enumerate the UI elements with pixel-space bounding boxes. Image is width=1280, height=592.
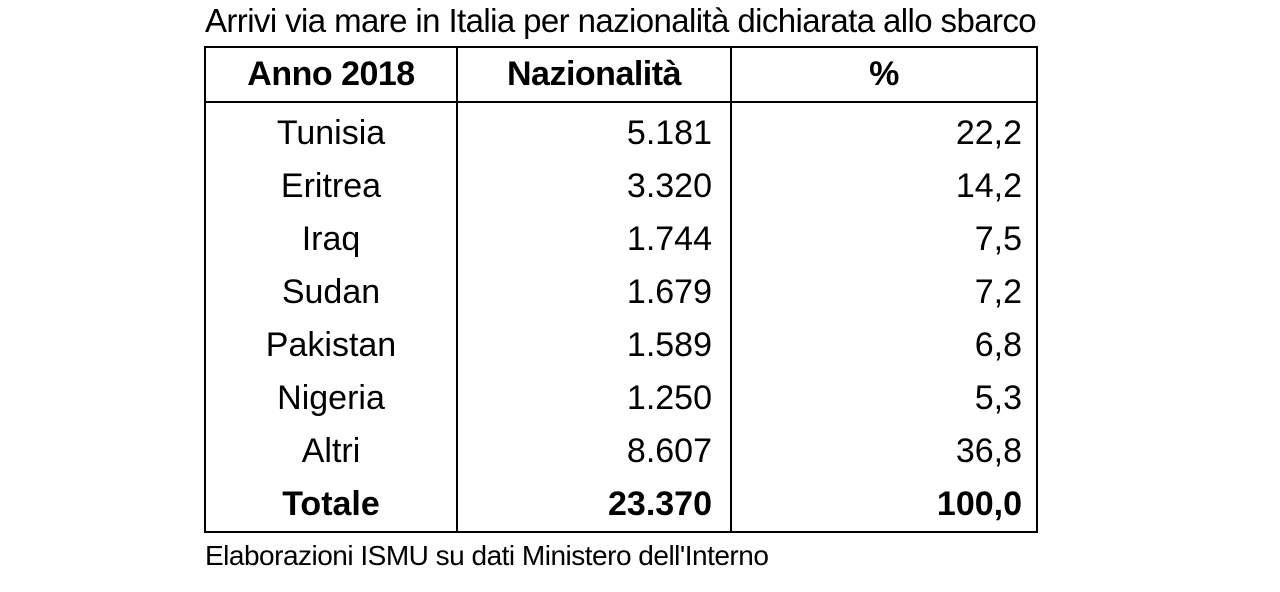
table-row: Eritrea 3.320 14,2 [204,160,1038,213]
total-label: Totale [204,478,458,533]
source-note: Elaborazioni ISMU su dati Ministero dell… [205,540,769,571]
total-count: 23.370 [456,478,732,533]
row-count: 8.607 [456,425,732,478]
table-row: Tunisia 5.181 22,2 [204,102,1038,160]
row-country: Eritrea [204,160,458,213]
row-country: Altri [204,425,458,478]
row-percent: 7,5 [730,213,1038,266]
row-count: 3.320 [456,160,732,213]
table-row: Nigeria 1.250 5,3 [204,372,1038,425]
row-country: Sudan [204,266,458,319]
arrivals-table: Anno 2018 Nazionalità % Tunisia 5.181 22… [204,46,1038,533]
table-row: Iraq 1.744 7,5 [204,213,1038,266]
row-percent: 7,2 [730,266,1038,319]
header-percent: % [730,46,1038,103]
row-country: Iraq [204,213,458,266]
row-country: Nigeria [204,372,458,425]
row-count: 1.250 [456,372,732,425]
row-percent: 22,2 [730,102,1038,160]
row-count: 1.589 [456,319,732,372]
row-percent: 36,8 [730,425,1038,478]
header-nationality: Nazionalità [456,46,732,103]
header-year: Anno 2018 [204,46,458,103]
row-country: Tunisia [204,102,458,160]
table-row: Pakistan 1.589 6,8 [204,319,1038,372]
table-title: Arrivi via mare in Italia per nazionalit… [205,2,1037,39]
row-count: 1.679 [456,266,732,319]
table-row: Altri 8.607 36,8 [204,425,1038,478]
total-percent: 100,0 [730,478,1038,533]
row-count: 1.744 [456,213,732,266]
table-header-row: Anno 2018 Nazionalità % [204,46,1038,103]
table-row: Sudan 1.679 7,2 [204,266,1038,319]
table-total-row: Totale 23.370 100,0 [204,478,1038,533]
row-country: Pakistan [204,319,458,372]
row-percent: 6,8 [730,319,1038,372]
row-percent: 14,2 [730,160,1038,213]
row-count: 5.181 [456,102,732,160]
row-percent: 5,3 [730,372,1038,425]
